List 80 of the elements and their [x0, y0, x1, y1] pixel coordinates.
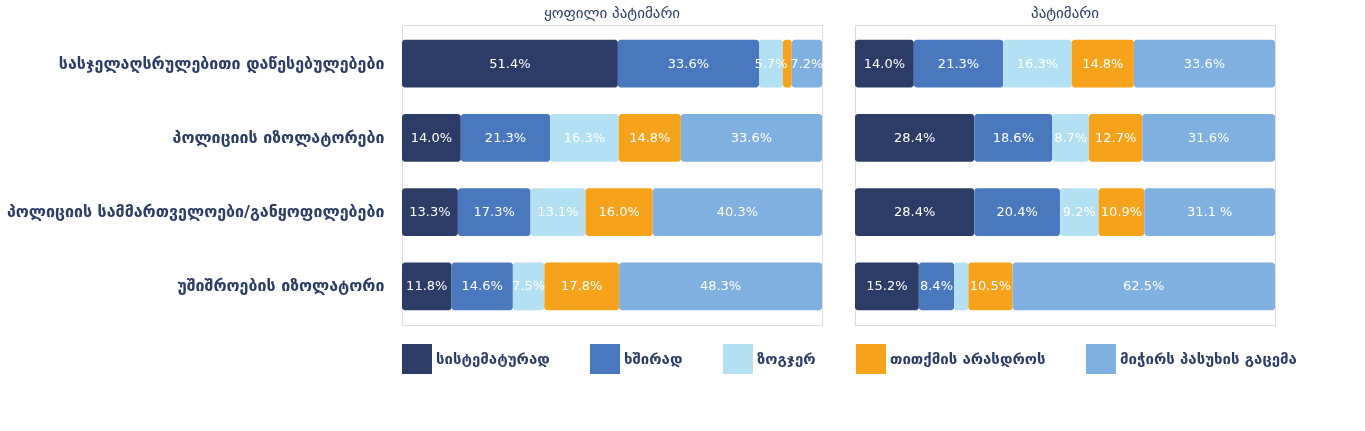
data-label: 10.5% — [969, 278, 1012, 294]
bar — [1059, 188, 1099, 236]
data-label: 16.3% — [563, 129, 606, 145]
data-label: 62.5% — [1123, 278, 1165, 294]
data-label: 31.6% — [1187, 129, 1230, 145]
bar — [855, 188, 975, 236]
bar — [1003, 39, 1072, 88]
data-label: 11.8% — [406, 278, 448, 294]
data-label: 14.0% — [410, 129, 453, 145]
legend-label: თითქმის არასდროს — [890, 350, 1046, 368]
data-label: 17.8% — [561, 278, 603, 294]
bar — [855, 114, 975, 162]
bar — [954, 262, 969, 311]
bar — [550, 114, 619, 162]
bar — [451, 262, 513, 311]
bar — [855, 262, 919, 311]
data-label: 21.3% — [937, 55, 980, 71]
bar — [1098, 188, 1145, 236]
data-label: 15.2% — [866, 278, 908, 294]
y-tick-label: უშიშროების იზოლატორი — [177, 276, 385, 296]
data-label: 14.8% — [1082, 55, 1124, 71]
data-label: 33.6% — [1183, 55, 1226, 71]
chart-title: ყოფილი პატიმარი — [543, 4, 681, 22]
data-label: 16.0% — [598, 204, 640, 220]
bar — [530, 188, 586, 236]
bar — [1142, 114, 1275, 162]
bar — [913, 39, 1004, 88]
chart-title: პატიმარი — [1031, 4, 1100, 22]
data-label: 14.0% — [863, 55, 906, 71]
data-label: 8.4% — [919, 278, 953, 294]
data-label: 40.3% — [716, 204, 759, 220]
bar — [680, 114, 822, 162]
bar — [618, 114, 681, 162]
bar — [619, 262, 822, 311]
bar — [855, 39, 914, 88]
data-label: 10.9% — [1100, 204, 1143, 220]
bar — [968, 262, 1013, 311]
bar — [1012, 262, 1275, 311]
data-label: 18.6% — [992, 129, 1034, 145]
bar — [402, 262, 452, 311]
data-label: 48.3% — [699, 278, 742, 294]
y-tick-label: სასჯელაღსრულებითი დაწესებულებები — [58, 53, 385, 73]
bar — [652, 188, 822, 236]
legend-label: ხშირად — [624, 350, 683, 368]
data-label: 13.3% — [409, 204, 451, 220]
bar — [1071, 39, 1134, 88]
data-label: 33.6% — [730, 129, 773, 145]
data-label: 51.4% — [489, 55, 531, 71]
data-label: 20.4% — [996, 204, 1038, 220]
data-label: 31.1 % — [1186, 204, 1233, 220]
data-label: 8.7% — [1054, 129, 1088, 145]
data-label: 12.7% — [1094, 129, 1137, 145]
data-label: 14.6% — [461, 278, 503, 294]
bar — [544, 262, 620, 311]
data-label: 9.2% — [1062, 204, 1096, 220]
data-label: 13.1% — [537, 204, 579, 220]
bar — [402, 39, 618, 88]
data-label: 28.4% — [893, 129, 936, 145]
bar — [1133, 39, 1275, 88]
bar — [1144, 188, 1275, 236]
data-label: 33.6% — [667, 55, 710, 71]
bar — [974, 188, 1060, 236]
bar — [402, 114, 461, 162]
legend-label: მიჭირს პასუხის გაცემა — [1120, 350, 1297, 368]
bar — [1088, 114, 1143, 162]
bar — [974, 114, 1053, 162]
data-label: 28.4% — [893, 204, 936, 220]
data-label: 21.3% — [484, 129, 527, 145]
bar — [457, 188, 531, 236]
bar — [402, 188, 458, 236]
legend-label: სისტემატურად — [436, 350, 550, 368]
bar — [460, 114, 551, 162]
y-tick-label: პოლიციის სამმართველოები/განყოფილებები — [6, 202, 385, 222]
legend-label: ზოგჯერ — [757, 350, 816, 368]
bar — [1052, 114, 1089, 162]
y-tick-label: პოლიციის იზოლატორები — [172, 127, 385, 147]
bar — [585, 188, 653, 236]
data-label: 17.3% — [473, 204, 515, 220]
data-label: 16.3% — [1016, 55, 1059, 71]
data-label: 14.8% — [629, 129, 671, 145]
